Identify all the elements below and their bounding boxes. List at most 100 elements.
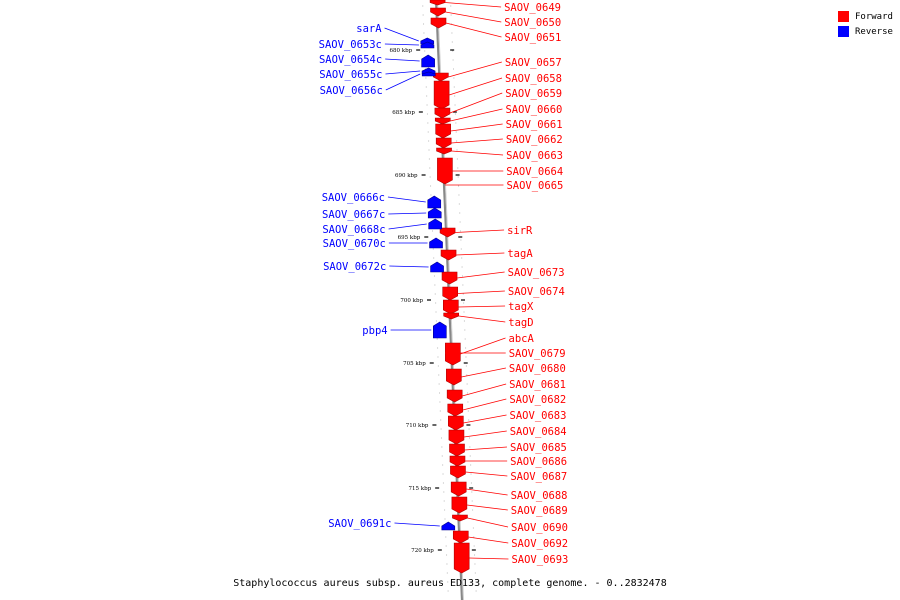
reverse-gene-feature xyxy=(428,218,443,230)
genome-caption: Staphylococcus aureus subsp. aureus ED13… xyxy=(233,578,667,589)
forward-label-leader xyxy=(450,108,503,122)
forward-gene-label: SAOV_0687 xyxy=(510,471,567,483)
reverse-gene-feature xyxy=(420,41,435,49)
forward-gene-feature xyxy=(435,137,452,149)
tick-label: 705 kbp xyxy=(403,361,426,367)
forward-gene-feature xyxy=(450,465,466,479)
forward-gene-label: SAOV_0686 xyxy=(510,456,567,468)
forward-gene-label: SAOV_0665 xyxy=(506,180,563,192)
forward-label-leader xyxy=(464,446,507,451)
reverse-gene-feature xyxy=(432,321,447,339)
forward-swatch xyxy=(838,11,849,22)
reverse-label-leader xyxy=(384,43,419,46)
reverse-label-leader xyxy=(388,223,427,230)
reverse-gene-feature xyxy=(441,521,456,531)
reverse-gene-label: SAOV_0670c xyxy=(323,238,386,250)
forward-gene-label: SAOV_0658 xyxy=(505,73,562,85)
reverse-label-leader xyxy=(387,196,426,203)
forward-gene-feature xyxy=(448,415,464,431)
forward-gene-feature xyxy=(433,80,450,110)
forward-gene-label: SAOV_0650 xyxy=(504,17,561,29)
tick-label: 700 kbp xyxy=(400,298,423,304)
forward-label-leader xyxy=(465,471,508,477)
forward-label-leader xyxy=(463,414,507,424)
forward-gene-feature xyxy=(450,481,467,497)
forward-gene-label: SAOV_0651 xyxy=(504,32,561,44)
forward-label-leader xyxy=(461,367,506,378)
forward-gene-feature xyxy=(429,0,446,6)
forward-gene-feature xyxy=(433,72,449,82)
forward-gene-label: SAOV_0674 xyxy=(508,286,565,298)
forward-gene-feature xyxy=(430,7,446,17)
forward-label-leader xyxy=(467,517,509,528)
tick-label: 715 kbp xyxy=(409,486,432,492)
forward-gene-label: SAOV_0689 xyxy=(511,505,568,517)
forward-gene-feature xyxy=(453,542,470,574)
forward-gene-feature xyxy=(435,123,451,139)
reverse-gene-feature xyxy=(427,207,442,219)
forward-gene-label: SAOV_0657 xyxy=(505,57,562,69)
forward-gene-label: tagA xyxy=(507,248,533,260)
reverse-gene-label: SAOV_0656c xyxy=(320,85,383,97)
forward-gene-feature xyxy=(437,157,453,185)
reverse-gene-label: SAOV_0667c xyxy=(322,209,385,221)
forward-gene-feature xyxy=(445,342,461,366)
forward-gene-label: SAOV_0683 xyxy=(510,410,567,422)
reverse-swatch xyxy=(838,26,849,37)
forward-gene-label: SAOV_0649 xyxy=(504,2,561,14)
forward-gene-feature xyxy=(447,403,464,417)
forward-gene-feature xyxy=(449,443,465,457)
forward-gene-label: SAOV_0685 xyxy=(510,442,567,454)
forward-gene-feature xyxy=(446,389,463,403)
tick-label: 695 kbp xyxy=(398,235,421,241)
forward-label-leader xyxy=(458,315,506,323)
forward-label-leader xyxy=(445,22,502,38)
forward-gene-feature xyxy=(448,429,465,445)
legend-item-reverse: Reverse xyxy=(838,24,893,39)
reverse-gene-label: sarA xyxy=(356,23,382,35)
forward-gene-label: SAOV_0673 xyxy=(508,267,565,279)
forward-gene-label: SAOV_0690 xyxy=(511,522,568,534)
forward-gene-feature xyxy=(451,496,468,514)
forward-gene-feature xyxy=(452,514,468,522)
reverse-gene-label: SAOV_0655c xyxy=(319,69,382,81)
forward-gene-label: SAOV_0679 xyxy=(509,348,566,360)
forward-label-leader xyxy=(466,488,508,496)
forward-label-leader xyxy=(457,290,505,294)
forward-gene-feature xyxy=(442,286,459,301)
forward-gene-label: SAOV_0663 xyxy=(506,150,563,162)
forward-label-leader xyxy=(462,398,507,411)
reverse-gene-label: SAOV_0666c xyxy=(322,192,385,204)
forward-label-leader xyxy=(468,536,509,544)
forward-gene-feature xyxy=(441,271,458,285)
reverse-label-leader xyxy=(385,58,420,62)
forward-gene-label: SAOV_0659 xyxy=(505,88,562,100)
forward-label-leader xyxy=(455,229,505,233)
forward-gene-feature xyxy=(440,249,457,261)
reverse-gene-label: SAOV_0653c xyxy=(319,39,382,51)
forward-label-leader xyxy=(449,92,503,114)
forward-gene-feature xyxy=(436,147,452,155)
reverse-gene-feature xyxy=(429,237,443,249)
forward-gene-feature xyxy=(439,227,456,238)
reverse-gene-feature xyxy=(430,261,444,273)
reverse-gene-label: SAOV_0691c xyxy=(328,518,391,530)
reverse-label-leader xyxy=(388,212,427,215)
forward-label-leader xyxy=(450,123,503,132)
forward-label-leader xyxy=(448,77,503,96)
reverse-gene-label: SAOV_0654c xyxy=(319,54,382,66)
reverse-gene-feature xyxy=(421,67,436,75)
tick-label: 680 kbp xyxy=(390,48,413,54)
forward-gene-feature xyxy=(452,530,469,544)
forward-label-leader xyxy=(448,61,502,78)
forward-gene-label: SAOV_0662 xyxy=(506,134,563,146)
forward-gene-feature xyxy=(446,368,462,386)
forward-gene-feature xyxy=(449,455,466,467)
forward-label-leader xyxy=(458,305,506,308)
reverse-gene-feature xyxy=(427,195,442,209)
legend: Forward Reverse xyxy=(838,9,893,39)
forward-gene-label: SAOV_0684 xyxy=(510,426,567,438)
forward-gene-label: SAOV_0692 xyxy=(511,538,568,550)
forward-gene-feature xyxy=(434,107,451,119)
